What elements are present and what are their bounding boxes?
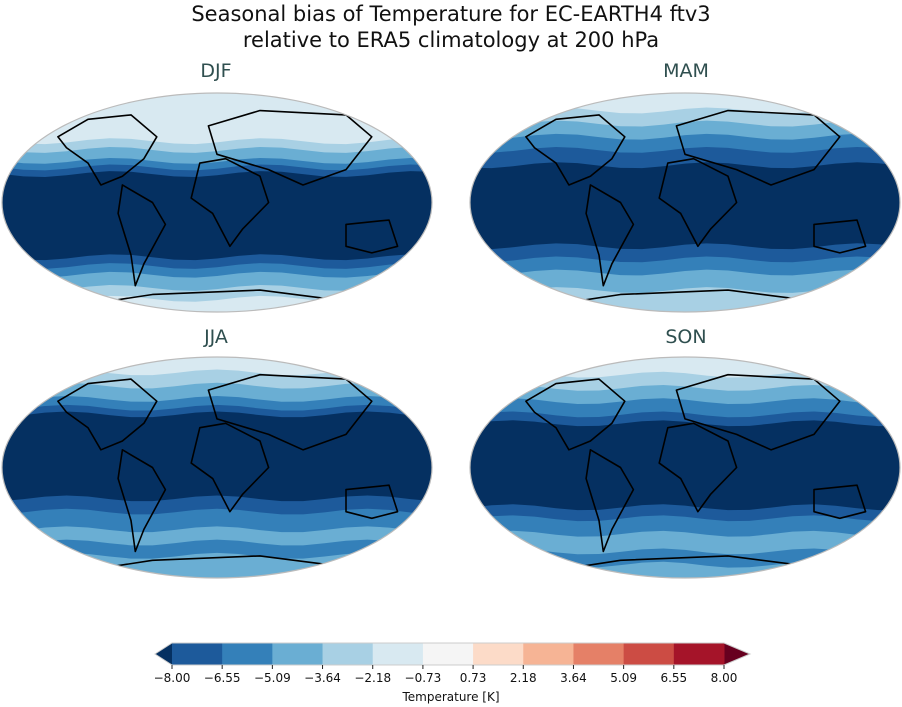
bias-band	[2, 93, 432, 117]
bias-band	[2, 171, 432, 262]
map-panel-son	[470, 357, 900, 578]
coastline	[675, 109, 841, 186]
colorbar-tick-label: 6.55	[660, 671, 688, 685]
colorbar-tick-label: 5.09	[610, 671, 637, 685]
bias-band	[2, 526, 432, 547]
coastline	[190, 422, 270, 513]
coastline	[658, 157, 738, 248]
bias-band	[470, 269, 900, 295]
map-panel-mam	[470, 93, 900, 312]
bias-band	[2, 395, 432, 412]
colorbar-bin	[422, 643, 474, 665]
map-border	[469, 356, 901, 579]
bias-band	[2, 411, 432, 503]
colorbar-bin	[673, 643, 725, 665]
colorbar-bin	[322, 643, 374, 665]
colorbar-over-extension	[724, 643, 750, 665]
coastline	[117, 184, 167, 287]
coastline	[658, 422, 738, 513]
colorbar-tick-label: 0.73	[459, 671, 487, 685]
coastline	[585, 184, 635, 287]
colorbar	[154, 642, 752, 669]
coastline	[525, 114, 626, 186]
colorbar-tick-label: 2.18	[509, 671, 537, 685]
coastline	[190, 157, 270, 248]
bias-band	[470, 420, 900, 512]
colorbar-tick-label: −5.09	[253, 671, 291, 685]
colorbar-bin	[172, 643, 223, 665]
colorbar-label: Temperature [K]	[402, 690, 500, 704]
figure-title-line1: Seasonal bias of Temperature for EC-EART…	[191, 2, 711, 26]
bias-band	[470, 530, 900, 556]
bias-band	[2, 508, 432, 534]
colorbar-tick-label: 3.64	[560, 671, 587, 685]
colorbar-under-extension	[155, 643, 172, 665]
map-border	[469, 92, 901, 313]
bias-band	[470, 162, 900, 251]
colorbar-bin	[272, 643, 324, 665]
coastline	[207, 373, 373, 451]
panel-title-jja: JJA	[204, 326, 228, 348]
colorbar-tick-label: −0.73	[404, 671, 442, 685]
coastline	[57, 378, 158, 451]
colorbar-tick-label: −8.00	[153, 671, 191, 685]
panel-title-son: SON	[665, 326, 707, 348]
colorbar-tick-label: −2.18	[354, 671, 392, 685]
coastline	[345, 219, 399, 254]
bias-band	[2, 495, 432, 516]
colorbar-bin	[372, 643, 424, 665]
map-border	[1, 92, 433, 313]
colorbar-tick-label: −3.64	[304, 671, 341, 685]
figure-title-line2: relative to ERA5 climatology at 200 hPa	[242, 28, 660, 52]
colorbar-tick-label: −6.55	[203, 671, 241, 685]
bias-band	[2, 109, 432, 146]
coastline	[813, 484, 867, 520]
bias-band	[2, 382, 432, 403]
colorbar-bin	[222, 643, 273, 665]
coastline	[813, 219, 867, 254]
colorbar-bin	[473, 643, 524, 665]
colorbar-bin	[573, 643, 625, 665]
coastline	[345, 484, 399, 520]
bias-band	[470, 561, 900, 578]
panel-title-mam: MAM	[663, 60, 709, 82]
coastline	[117, 449, 167, 553]
coastline	[525, 378, 626, 451]
coastline	[207, 109, 373, 186]
map-panel-jja	[2, 357, 432, 578]
colorbar-bin	[523, 643, 574, 665]
map-panel-djf	[2, 93, 432, 312]
colorbar-bin	[623, 643, 675, 665]
bias-band	[2, 539, 432, 560]
coastline	[585, 449, 635, 553]
bias-band	[2, 369, 432, 390]
panel-title-djf: DJF	[200, 60, 232, 82]
colorbar-tick-label: 8.00	[710, 671, 738, 685]
coastline	[675, 373, 841, 451]
coastline	[57, 114, 158, 186]
map-border	[1, 356, 433, 579]
